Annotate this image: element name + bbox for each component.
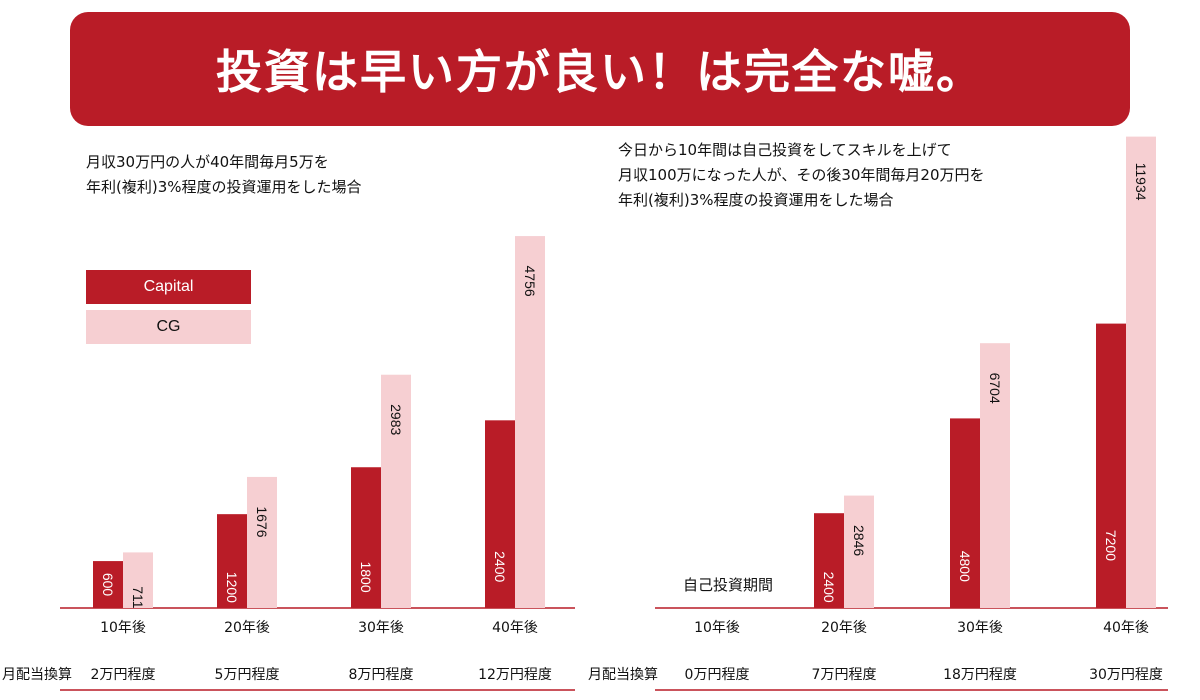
right-cg-value-label: 11934 [1133, 163, 1149, 201]
left-cg-bar [247, 476, 277, 608]
right-category-label: 40年後 [1103, 620, 1149, 636]
left-capital-value-label: 2400 [492, 551, 508, 582]
right-description-line-3: 年利(複利)3%程度の投資運用をした場合 [618, 191, 894, 209]
right-cg-bar [844, 495, 874, 608]
right-capital-value-label: 2400 [821, 572, 837, 603]
left-capital-bar [217, 514, 247, 608]
left-category-label: 10年後 [100, 620, 146, 636]
right-capital-bar [950, 418, 980, 608]
left-chart-description: 月収30万円の人が40年間毎月5万を 年利(複利)3%程度の投資運用をした場合 [86, 150, 362, 200]
right-cg-value-label: 6704 [987, 373, 1003, 404]
right-chart-description: 今日から10年間は自己投資をしてスキルを上げて 月収100万になった人が、その後… [618, 138, 985, 213]
left-cg-value-label: 4756 [522, 266, 538, 297]
left-dividend-label: 8万円程度 [349, 667, 414, 683]
left-category-label: 20年後 [224, 620, 270, 636]
right-category-label: 10年後 [694, 620, 740, 636]
right-capital-bar [1096, 323, 1126, 608]
left-dividend-label: 5万円程度 [215, 667, 280, 683]
right-category-label: 30年後 [957, 620, 1003, 636]
left-capital-value-label: 1200 [224, 572, 240, 603]
right-cg-value-label: 2846 [851, 525, 867, 556]
right-dividend-label: 0万円程度 [685, 667, 750, 683]
legend-cg: CG [86, 310, 251, 344]
left-category-label: 40年後 [492, 620, 538, 636]
left-description-line-1: 月収30万円の人が40年間毎月5万を [86, 153, 329, 171]
right-description-line-1: 今日から10年間は自己投資をしてスキルを上げて [618, 141, 952, 159]
legend-cg-label: CG [156, 318, 181, 335]
right-capital-value-label: 4800 [957, 551, 973, 582]
right-row-label: 月配当換算 [588, 667, 658, 683]
right-dividend-label: 7万円程度 [812, 667, 877, 683]
right-cg-bar [980, 343, 1010, 608]
left-capital-bar [351, 467, 381, 608]
left-capital-bar [485, 420, 515, 608]
left-cg-bar [515, 236, 545, 608]
left-description-line-2: 年利(複利)3%程度の投資運用をした場合 [86, 178, 362, 196]
right-cg-bar [1126, 136, 1156, 608]
legend-capital-label: Capital [143, 278, 194, 295]
left-cg-bar [381, 374, 411, 608]
right-category-label: 20年後 [821, 620, 867, 636]
left-cg-value-label: 1676 [254, 506, 270, 537]
left-cg-value-label: 2983 [388, 404, 404, 435]
self-investment-period-label: 自己投資期間 [683, 576, 774, 594]
right-capital-bar [814, 513, 844, 608]
right-description-line-2: 月収100万になった人が、その後30年間毎月20万円を [618, 166, 985, 184]
left-cg-value-label: 711 [130, 586, 146, 609]
title-banner: 投資は早い方が良い！は完全な嘘。 [70, 12, 1130, 126]
right-dividend-label: 18万円程度 [943, 667, 1017, 683]
left-cg-bar [123, 552, 153, 608]
left-capital-bar [93, 561, 123, 608]
left-capital-value-label: 1800 [358, 561, 374, 592]
left-capital-value-label: 600 [100, 573, 116, 597]
left-dividend-label: 12万円程度 [478, 667, 552, 683]
legend-capital: Capital [86, 270, 251, 304]
left-category-label: 30年後 [358, 620, 404, 636]
right-dividend-label: 30万円程度 [1089, 667, 1163, 683]
left-dividend-label: 2万円程度 [91, 667, 156, 683]
right-capital-value-label: 7200 [1103, 530, 1119, 561]
page-title: 投資は早い方が良い！は完全な嘘。 [216, 45, 984, 99]
left-row-label: 月配当換算 [2, 667, 72, 683]
